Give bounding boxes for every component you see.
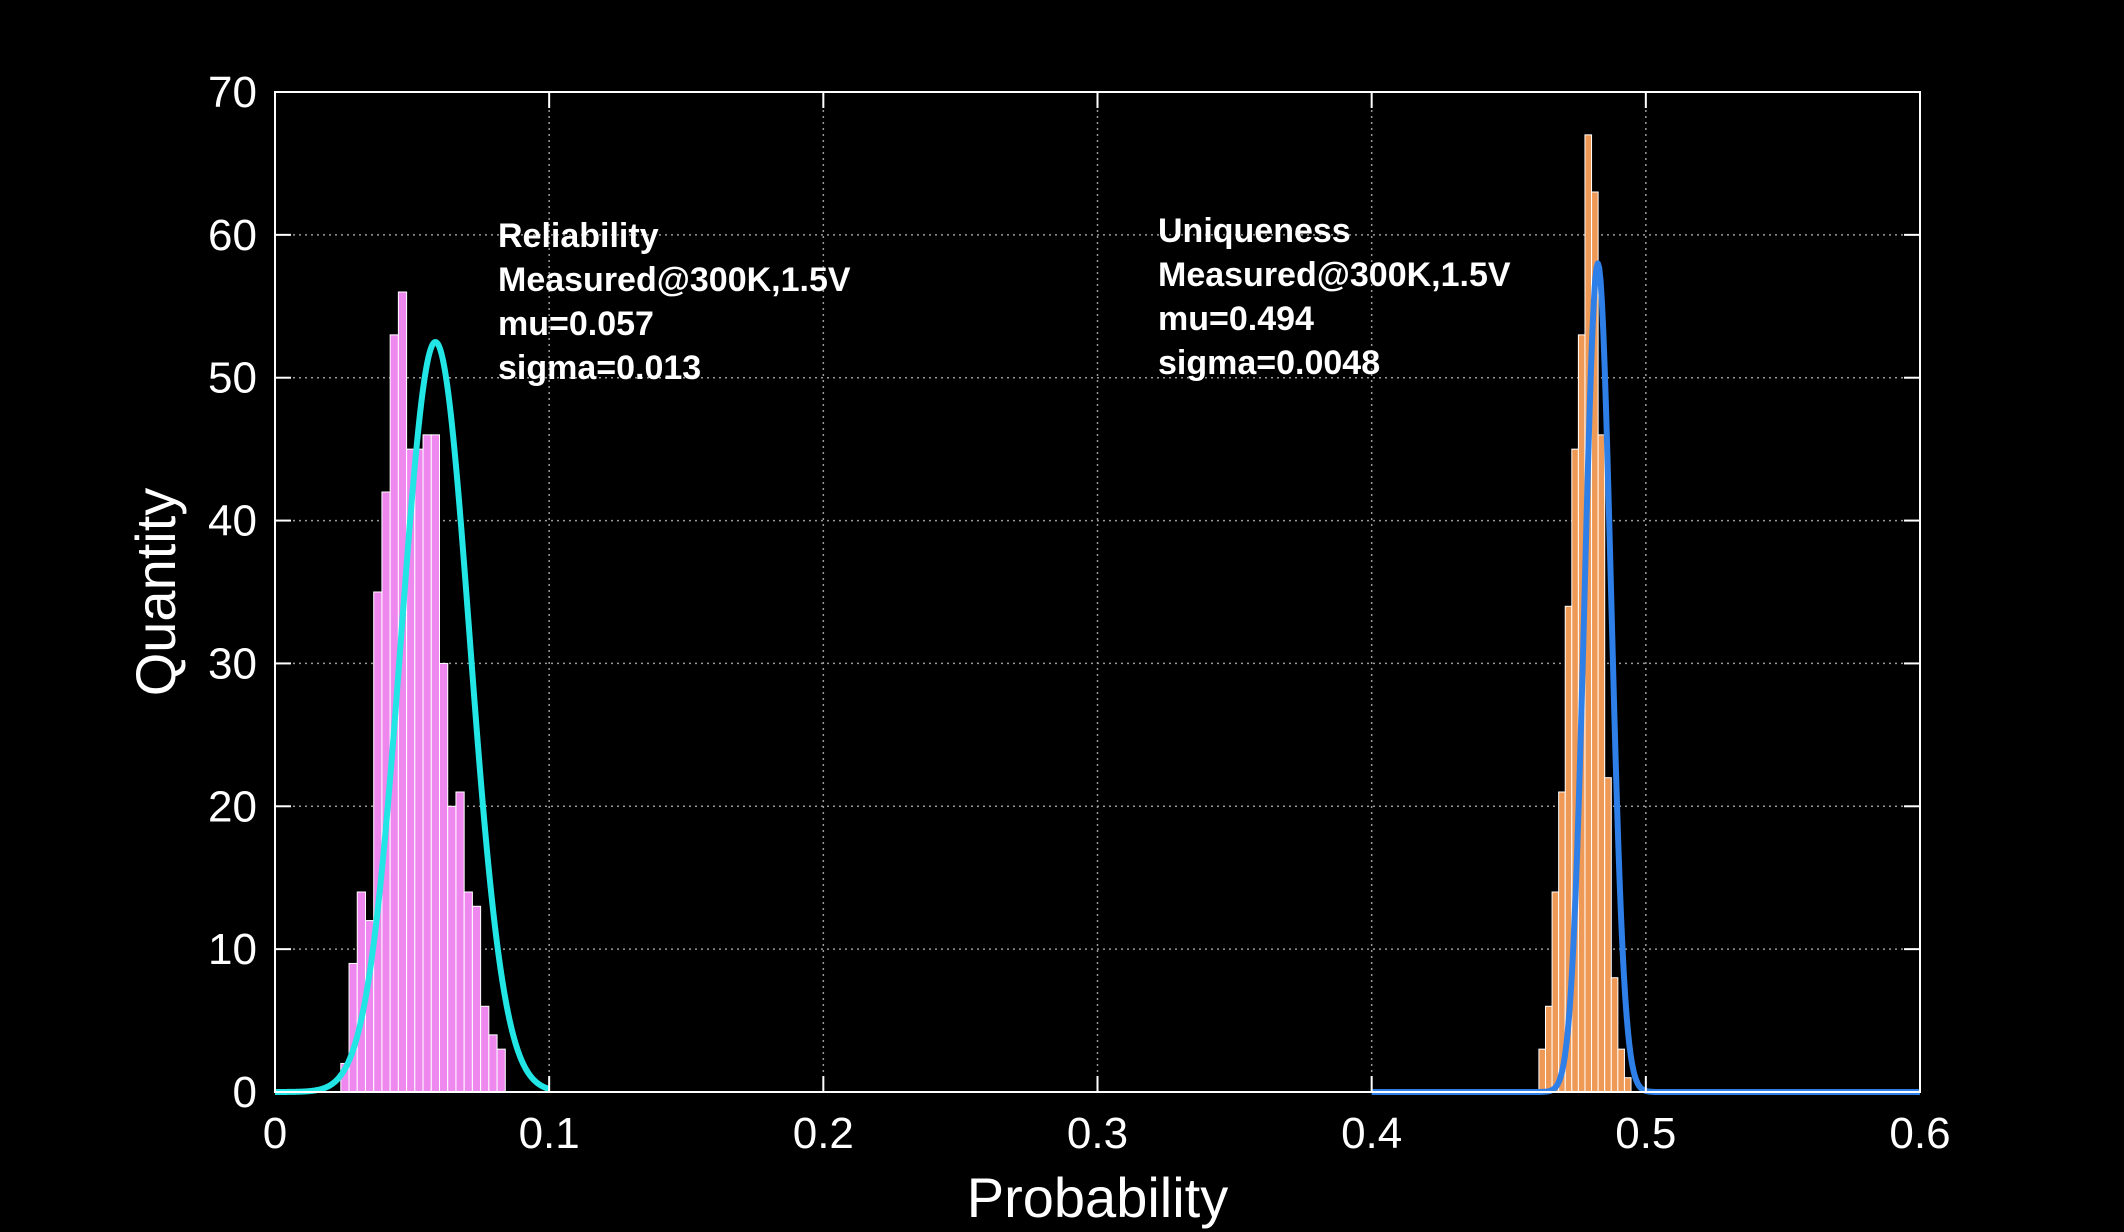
x-tick-label: 0: [263, 1109, 287, 1158]
annotation-line: sigma=0.013: [498, 349, 701, 387]
histogram-bar: [348, 962, 358, 1093]
annotation-line: Reliability: [498, 217, 659, 255]
y-tick-label: 30: [208, 639, 257, 688]
x-tick-label: 0.2: [793, 1109, 854, 1158]
annotation-line: mu=0.494: [1158, 300, 1314, 338]
y-axis-label: Quantity: [124, 488, 187, 697]
y-tick-label: 60: [208, 211, 257, 260]
histogram-bar: [1597, 434, 1606, 1093]
y-tick-label: 50: [208, 354, 257, 403]
histogram-bar: [414, 448, 424, 1093]
histogram-bar: [471, 905, 482, 1093]
x-tick-label: 0.6: [1889, 1109, 1950, 1158]
histogram-bar: [463, 891, 473, 1093]
tick-labels: 0 10 20 30 40 50 60 70 0 0.1 0.2 0.3 0.4 0.5 0.6: [208, 68, 1951, 1158]
y-tick-label: 10: [208, 925, 257, 974]
histogram-bar: [1604, 777, 1612, 1093]
annotations: Reliability Measured@300K,1.5V mu=0.057 sig…: [498, 212, 1511, 387]
histogram-bar: [1623, 1077, 1632, 1093]
x-tick-label: 0.3: [1067, 1109, 1128, 1158]
histogram-bar: [455, 791, 465, 1093]
x-axis-label: Probability: [967, 1166, 1228, 1229]
histogram-bar: [1538, 1048, 1546, 1093]
annotation-block: Uniqueness Measured@300K,1.5V mu=0.494 sigm…: [1158, 212, 1511, 382]
annotation-line: Measured@300K,1.5V: [498, 261, 851, 299]
y-tick-label: 0: [233, 1068, 257, 1117]
histogram-bar: [439, 662, 449, 1093]
y-tick-label: 40: [208, 497, 257, 546]
histogram-bar: [430, 434, 440, 1093]
fit-curve: [272, 339, 552, 1095]
y-tick-label: 20: [208, 782, 257, 831]
annotation-line: sigma=0.0048: [1158, 344, 1380, 382]
grid-lines: [275, 92, 1920, 1092]
annotation-block: Reliability Measured@300K,1.5V mu=0.057 sig…: [498, 217, 851, 387]
histogram-bar: [422, 434, 432, 1093]
annotation-line: Measured@300K,1.5V: [1158, 256, 1511, 294]
x-tick-label: 0.4: [1341, 1109, 1402, 1158]
histogram-bar: [488, 1034, 498, 1093]
y-tick-label: 70: [208, 68, 257, 117]
histogram-bar: [1610, 977, 1619, 1093]
axis-ticks: [274, 91, 1921, 1093]
annotation-line: mu=0.057: [498, 305, 654, 343]
histogram-bar: [1544, 1005, 1553, 1093]
histogram-bar: [496, 1048, 506, 1093]
histogram-bar: [1551, 891, 1560, 1093]
histogram-bar: [1617, 1048, 1625, 1093]
histogram-bar: [373, 591, 383, 1093]
histogram-bar: [447, 805, 457, 1093]
histogram-bar: [480, 1005, 490, 1093]
annotation-line: Uniqueness: [1158, 212, 1351, 250]
x-tick-label: 0.1: [519, 1109, 580, 1158]
x-tick-label: 0.5: [1615, 1109, 1676, 1158]
